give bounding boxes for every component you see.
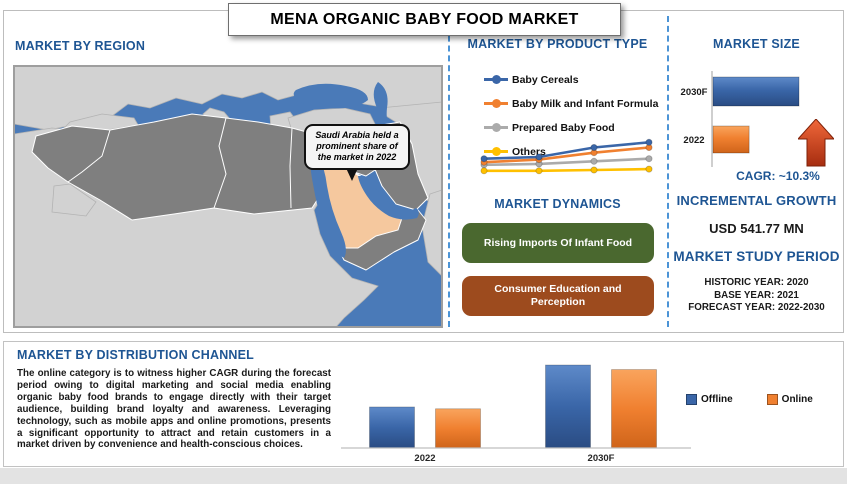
map-callout-saudi-arabia: Saudi Arabia held a prominent share of t… [304, 124, 410, 181]
product-type-legend: Baby Cereals Baby Milk and Infant Formul… [484, 71, 658, 160]
legend-item-online: Online [766, 394, 813, 405]
product-legend-item: Baby Milk and Infant Formula [484, 95, 658, 112]
dynamics-card-label: Rising Imports Of Infant Food [483, 236, 633, 249]
region-panel-heading: MARKET BY REGION [15, 39, 146, 53]
product-legend-item: Baby Cereals [484, 71, 658, 88]
legend-label: Offline [701, 394, 733, 405]
distribution-body-text: The online category is to witness higher… [17, 368, 331, 451]
dynamics-heading: MARKET DYNAMICS [494, 197, 621, 211]
distribution-bar-chart: 2022 2030F [341, 364, 691, 464]
map-callout-text: Saudi Arabia held a prominent share of t… [315, 130, 399, 162]
page-title: MENA ORGANIC BABY FOOD MARKET [270, 10, 579, 28]
top-section: MARKET BY REGION [3, 10, 844, 333]
separator-right [667, 16, 669, 327]
historic-year: HISTORIC YEAR: 2020 [704, 277, 809, 288]
dynamics-card-label: Consumer Education and Perception [494, 283, 622, 308]
separator-left [448, 16, 450, 327]
legend-line-dot-icon [484, 75, 508, 84]
legend-item-offline: Offline [686, 394, 733, 405]
svg-text:2022: 2022 [414, 453, 435, 464]
svg-text:2022: 2022 [683, 135, 704, 146]
legend-label: Baby Milk and Infant Formula [512, 97, 659, 110]
distribution-legend: Offline Online [686, 394, 813, 405]
product-type-panel: MARKET BY PRODUCT TYPE Baby Cereals Baby… [448, 11, 667, 334]
svg-text:2030F: 2030F [681, 87, 708, 98]
market-size-panel: MARKET SIZE 2030F 2022 [668, 11, 845, 334]
legend-label: Prepared Baby Food [512, 121, 615, 134]
growth-arrow-icon [798, 119, 834, 167]
mena-map: Saudi Arabia held a prominent share of t… [13, 65, 443, 328]
market-size-heading: MARKET SIZE [713, 37, 800, 51]
legend-line-dot-icon [484, 147, 508, 156]
distribution-panel: MARKET BY DISTRIBUTION CHANNEL The onlin… [3, 341, 844, 467]
legend-label: Online [781, 394, 813, 405]
distribution-heading: MARKET BY DISTRIBUTION CHANNEL [17, 348, 255, 362]
study-period-heading: MARKET STUDY PERIOD [673, 249, 840, 264]
legend-label: Baby Cereals [512, 73, 579, 86]
title-bar: MENA ORGANIC BABY FOOD MARKET [228, 3, 621, 36]
legend-line-dot-icon [484, 99, 508, 108]
map-red-sea [310, 152, 346, 258]
product-type-line-chart [480, 138, 653, 175]
dynamics-card-imports: Rising Imports Of Infant Food [462, 223, 654, 263]
online-swatch-icon [766, 394, 778, 405]
offline-swatch-icon [686, 394, 697, 405]
mena-map-svg [13, 65, 443, 328]
map-western-sahara [51, 183, 97, 217]
market-size-bar-chart: 2030F 2022 [681, 71, 800, 167]
svg-text:2030F: 2030F [588, 453, 615, 464]
legend-line-dot-icon [484, 123, 508, 132]
incremental-growth-value: USD 541.77 MN [709, 221, 804, 236]
map-black-sea [293, 83, 368, 109]
product-panel-heading: MARKET BY PRODUCT TYPE [467, 37, 648, 51]
study-period-lines: HISTORIC YEAR: 2020 BASE YEAR: 2021 FORE… [668, 277, 845, 315]
page-bottom-strip [0, 468, 847, 484]
dynamics-card-education: Consumer Education and Perception [462, 276, 654, 316]
forecast-year: FORECAST YEAR: 2022-2030 [688, 302, 825, 313]
incremental-growth-heading: INCREMENTAL GROWTH [676, 193, 837, 208]
product-legend-item: Prepared Baby Food [484, 119, 658, 136]
cagr-label: CAGR: ~10.3% [736, 169, 820, 183]
map-persian-gulf [358, 176, 419, 220]
base-year: BASE YEAR: 2021 [714, 289, 799, 301]
